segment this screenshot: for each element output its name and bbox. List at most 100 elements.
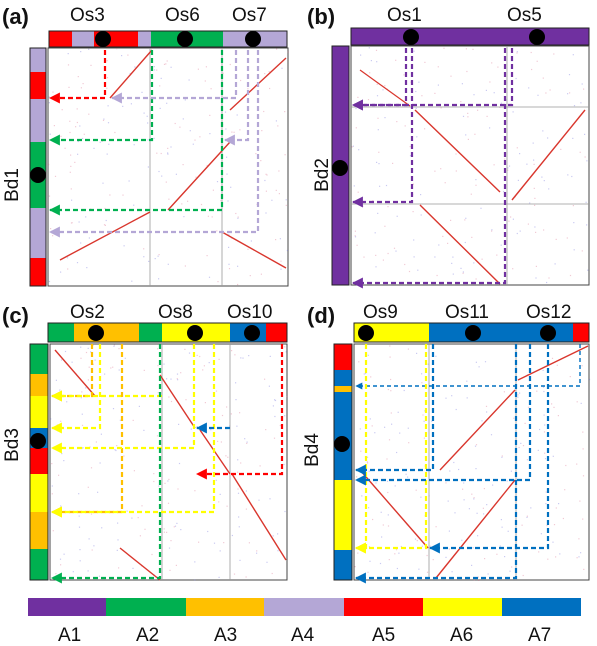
panel-d-left-segment-1: [334, 344, 352, 370]
panel-d: (d) Os9 Os11 Os12 Bd4: [302, 302, 591, 584]
legend-label-a4: A4: [291, 625, 315, 646]
panel-a-centromere-top-3: [245, 31, 261, 47]
panel-a-left-segment-3: [30, 99, 46, 142]
panel-c-left-segment-5: [30, 448, 48, 474]
panel-b-synteny-diagonal-2: [419, 204, 501, 285]
panel-a-centromere-top-2: [177, 31, 193, 47]
panel-a-arrow-1: [48, 50, 107, 104]
panel-a: (a) Os3 Os6 Os7 Bd1: [2, 4, 289, 287]
panel-b-synteny-diagonal-4: [359, 69, 411, 107]
panel-d-dotplot: [353, 343, 591, 581]
panel-b-synteny-diagonal-1: [414, 109, 501, 193]
panel-c-centromere-top-2: [187, 325, 203, 341]
panel-d-top-bar: [353, 322, 590, 343]
panel-a-top-segment-1: [49, 31, 72, 47]
panel-a-arrow-2: [48, 50, 154, 146]
panel-d-synteny-diagonal-2: [439, 389, 516, 471]
panel-c-centromere-left: [30, 433, 46, 449]
panel-c-top-segment-1: [48, 323, 74, 342]
panel-d-synteny-diagonal-1: [359, 469, 429, 549]
panel-b-top-segment-2: [507, 28, 589, 45]
panel-d-arrows: [354, 344, 581, 584]
panel-d-synteny-diagonal-3: [517, 345, 589, 381]
legend-label-a5: A5: [372, 625, 395, 646]
panel-c-synteny-diagonal-5: [119, 547, 161, 581]
panel-b-arrow-3: [351, 48, 514, 111]
panel-a-x-label-2: Os6: [165, 5, 200, 26]
panel-a-synteny-diagonal-2: [167, 141, 231, 211]
panel-c-arrows: [50, 344, 284, 584]
panel-a-arrow-4: [223, 50, 250, 146]
panel-d-centromere-top-3: [540, 325, 556, 341]
dotplot-noise-1: [48, 48, 289, 286]
panel-c-label: (c): [2, 303, 29, 328]
panel-c-left-segment-6: [30, 474, 48, 512]
panel-a-synteny-diagonal-3: [59, 211, 151, 261]
panel-b-left-bar-outline: [331, 45, 350, 286]
panel-d-left-segment-5: [334, 480, 352, 550]
panel-a-x-label-1: Os3: [70, 5, 105, 26]
panel-d-synteny-diagonal-4: [435, 479, 516, 579]
panel-c-left-bar: [29, 343, 49, 581]
panel-d-x-label-2: Os11: [445, 302, 489, 323]
panel-b-x-label-2: Os5: [507, 5, 542, 26]
panel-a-centromere-top-1: [95, 31, 111, 47]
panel-c-left-segment-1: [30, 344, 48, 374]
panel-b-centromere-top-1: [403, 29, 419, 45]
panel-a-left-bar-outline: [29, 47, 47, 287]
legend-swatch-a4: [264, 598, 344, 616]
panel-c-arrow-2: [50, 344, 102, 434]
panel-c-synteny-diagonal-2: [159, 374, 196, 429]
panel-b-label: (b): [307, 4, 335, 29]
panel-c-top-bar: [47, 322, 288, 343]
panel-a-synteny-diagonal-1: [109, 49, 153, 99]
panel-b-x-label-1: Os1: [387, 5, 422, 26]
panel-d-left-bar-outline: [333, 343, 353, 581]
panel-d-top-segment-4: [573, 323, 589, 342]
legend-label-a2: A2: [136, 625, 159, 646]
panel-d-left-segment-2: [334, 370, 352, 386]
panel-a-top-segment-2: [72, 31, 94, 47]
panel-a-x-label-3: Os7: [232, 5, 267, 26]
panel-a-left-segment-2: [30, 72, 46, 99]
panel-a-arrow-5: [48, 50, 260, 238]
panel-a-centromere-left: [30, 167, 46, 183]
panel-d-y-label: Bd4: [302, 433, 323, 467]
legend-label-a1: A1: [58, 625, 81, 646]
panel-b-arrows: [351, 48, 514, 289]
legend-swatch-a1: [28, 598, 106, 616]
panel-a-left-bar: [29, 47, 47, 287]
panel-c-x-label-2: Os8: [158, 302, 193, 323]
legend-swatch-a6: [423, 598, 502, 616]
panel-c-arrow-6: [50, 344, 196, 454]
panel-d-arrow-5: [354, 344, 518, 584]
panel-a-arrow-6: [110, 50, 238, 104]
panel-d-centromere-top-1: [358, 325, 374, 341]
panel-a-arrow-3: [48, 50, 224, 216]
panel-b-centromere-top-2: [529, 29, 545, 45]
panel-b-centromere-left: [332, 160, 348, 176]
panel-a-top-segment-4: [138, 31, 151, 47]
panel-b-dotplot: [350, 45, 590, 286]
panel-c-top-segment-6: [266, 323, 287, 342]
panel-a-top-bar: [48, 30, 288, 48]
panel-d-top-bar-outline: [353, 322, 590, 343]
panel-c-synteny-diagonal-4: [231, 473, 287, 561]
legend-swatch-a2: [106, 598, 186, 616]
panel-d-arrow-7: [354, 344, 532, 486]
panel-d-arrow-1: [355, 344, 581, 390]
legend-label-a6: A6: [450, 625, 473, 646]
panel-a-dotplot: [47, 47, 289, 287]
panel-b: (b) Os1 Os5 Bd2: [307, 4, 590, 289]
panel-c-x-label-1: Os2: [70, 302, 105, 323]
panel-d-left-bar: [333, 343, 353, 581]
legend-swatch-a5: [344, 598, 423, 616]
panel-d-x-label-3: Os12: [526, 302, 571, 323]
panel-b-top-segment-1: [351, 28, 507, 45]
panel-a-label: (a): [2, 4, 29, 29]
panel-d-arrow-6: [428, 344, 550, 554]
panel-d-centromere-top-2: [465, 325, 481, 341]
legend-label-a3: A3: [214, 625, 237, 646]
panel-b-top-bar-outline: [350, 27, 590, 46]
